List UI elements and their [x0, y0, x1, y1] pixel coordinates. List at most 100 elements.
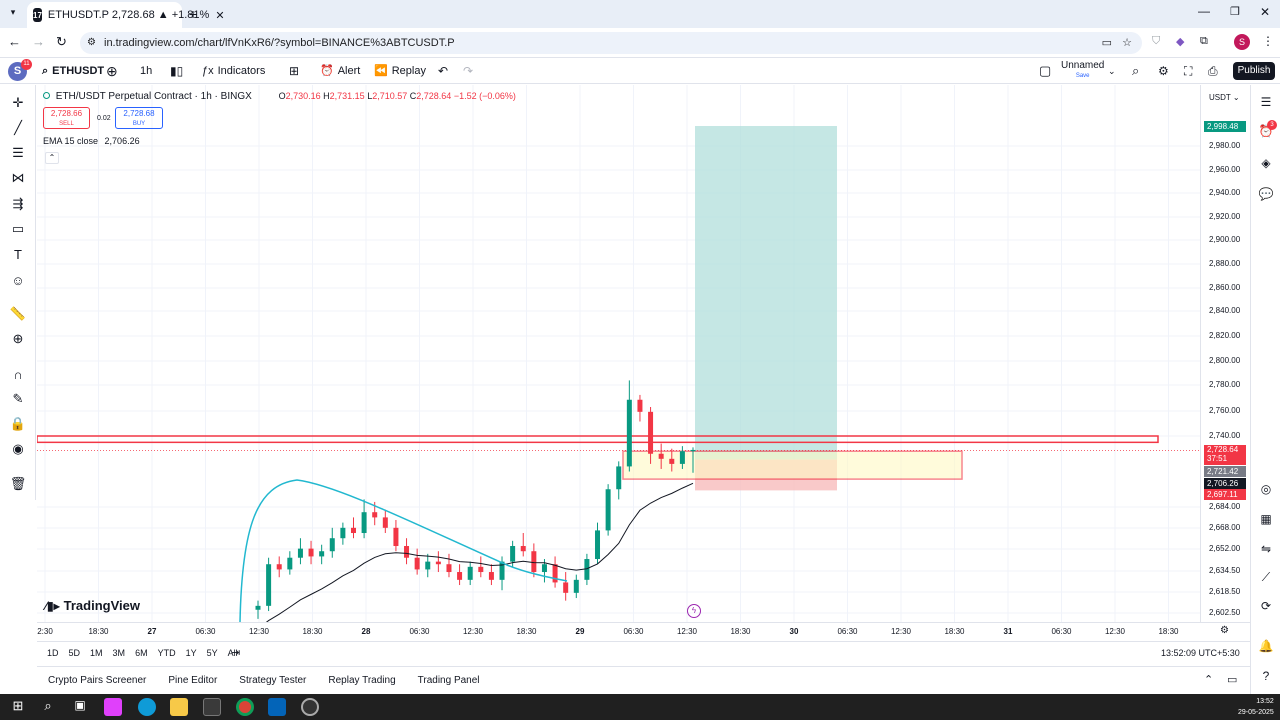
bottom-tab[interactable]: Pine Editor: [168, 675, 218, 686]
forecasting-tool-icon[interactable]: ⇶: [12, 196, 24, 211]
range-button-ytd[interactable]: YTD: [157, 648, 176, 658]
bottom-tab[interactable]: Trading Panel: [417, 675, 480, 686]
range-button-6m[interactable]: 6M: [135, 648, 148, 658]
profile-avatar[interactable]: S: [1234, 34, 1250, 50]
reload-icon[interactable]: ↻: [56, 34, 67, 49]
time-axis[interactable]: 2:30 18:30 27 06:30 12:30 18:30 28 06:30 12:30 18…: [37, 622, 1250, 640]
axis-settings-gear-icon[interactable]: ⚙: [1220, 625, 1229, 636]
undo-icon[interactable]: ↶: [438, 64, 449, 78]
price-axis[interactable]: USDT ⌄ 2,980.00 2,960.00 2,940.00 2,920.00 2…: [1200, 85, 1250, 622]
remove-drawings-trash-icon[interactable]: 🗑: [9, 476, 27, 491]
range-button-3m[interactable]: 3M: [112, 648, 126, 658]
install-app-icon[interactable]: ▭: [1101, 37, 1112, 49]
fib-retracement-icon[interactable]: ☰: [12, 145, 24, 160]
candles-chart-type-icon[interactable]: ▮▯: [170, 64, 184, 78]
price-chart[interactable]: [37, 85, 1200, 622]
collapse-legend-chevron-icon[interactable]: ⌃: [45, 152, 59, 164]
ema-legend[interactable]: EMA 15 close 2,706.26: [43, 136, 140, 146]
currency-selector[interactable]: USDT ⌄: [1209, 93, 1240, 102]
notifications-bell-icon[interactable]: 🔔: [1258, 639, 1274, 653]
file-explorer-icon[interactable]: [170, 698, 188, 716]
restore-icon[interactable]: ❐: [1230, 6, 1240, 18]
crosshair-icon[interactable]: ✛: [12, 95, 24, 110]
search-icon[interactable]: ⌕: [44, 698, 52, 713]
minimize-icon[interactable]: —: [1198, 4, 1210, 18]
url-input[interactable]: ⚙ in.tradingview.com/chart/lfVnKxR6/?sym…: [80, 32, 1142, 54]
task-view-icon[interactable]: ▣: [74, 698, 86, 712]
calendar-icon[interactable]: ▦: [1260, 512, 1272, 526]
range-button-5y[interactable]: 5Y: [206, 648, 218, 658]
pinned-app-icon[interactable]: [301, 698, 319, 716]
maximize-panel-icon[interactable]: ▭: [1227, 674, 1238, 686]
chart-pane[interactable]: ETH/USDT Perpetual Contract · 1h · BINGX…: [37, 85, 1200, 622]
tab-close-icon[interactable]: ✕: [215, 9, 225, 22]
redo-icon[interactable]: ↷: [463, 64, 474, 78]
layouts-grid-icon[interactable]: ⊞: [289, 64, 300, 78]
windows-start-icon[interactable]: ⊞: [12, 698, 24, 713]
fullscreen-icon[interactable]: ⛶: [1184, 64, 1193, 78]
pattern-tool-icon[interactable]: ⋈: [11, 170, 25, 185]
bookmark-star-icon[interactable]: ☆: [1122, 37, 1132, 49]
lightning-icon[interactable]: ϟ: [687, 604, 701, 618]
buy-button[interactable]: 2,728.68 BUY: [115, 107, 163, 129]
range-button-1y[interactable]: 1Y: [185, 648, 197, 658]
forward-icon[interactable]: →: [32, 34, 45, 49]
publish-button[interactable]: Publish: [1233, 62, 1275, 80]
camera-snapshot-icon[interactable]: ⎙: [1208, 64, 1218, 78]
interval-button[interactable]: 1h: [140, 62, 152, 80]
store-icon[interactable]: [203, 698, 221, 716]
replay-button[interactable]: ⏪ Replay: [374, 62, 426, 80]
range-button-1m[interactable]: 1M: [90, 648, 103, 658]
icons-emoji-icon[interactable]: ☺: [11, 272, 25, 288]
alert-button[interactable]: ⏰ Alert: [320, 62, 360, 80]
extensions-puzzle-icon[interactable]: ⧉: [1200, 35, 1208, 47]
watchlist-icon[interactable]: ☰: [1260, 95, 1272, 109]
bottom-tab[interactable]: Strategy Tester: [239, 675, 307, 686]
target-icon[interactable]: ◎: [1260, 482, 1272, 496]
broadcast-icon[interactable]: ⟳: [1260, 599, 1272, 613]
tab-list-icon[interactable]: ▾: [10, 7, 16, 17]
shield-extension-icon[interactable]: ⛉: [1152, 35, 1161, 47]
back-icon[interactable]: ←: [8, 34, 21, 49]
extension-icon[interactable]: ◆: [1176, 36, 1185, 48]
hide-drawings-eye-icon[interactable]: ◉: [12, 441, 24, 456]
collapse-panel-chevron-icon[interactable]: ⌃: [1204, 674, 1214, 686]
instrument-title[interactable]: ETH/USDT Perpetual Contract · 1h · BINGX: [55, 91, 252, 102]
bottom-tab[interactable]: Crypto Pairs Screener: [48, 675, 147, 686]
geometric-shapes-icon[interactable]: ▭: [11, 221, 25, 236]
browser-tab[interactable]: 17 ETHUSDT.P 2,728.68 ▲ +1.81% ✕: [27, 2, 225, 28]
symbol-search-button[interactable]: ⌕ ETHUSDT: [42, 62, 104, 80]
magnet-icon[interactable]: ∩: [13, 366, 23, 382]
sell-button[interactable]: 2,728.66 SELL: [43, 107, 90, 129]
settings-gear-icon[interactable]: ⚙: [1158, 64, 1169, 78]
browser-menu-icon[interactable]: ⋮: [1262, 34, 1274, 48]
layout-square-icon[interactable]: ▢: [1039, 63, 1052, 78]
clock-timezone[interactable]: 13:52:09 UTC+5:30: [1161, 648, 1240, 658]
site-info-icon[interactable]: ⚙: [87, 37, 96, 48]
chrome-icon[interactable]: [236, 698, 254, 716]
range-button-all[interactable]: All: [227, 648, 238, 658]
compare-symbol-icon[interactable]: ⊕: [106, 63, 118, 79]
ideas-icon[interactable]: ⇋: [1260, 542, 1272, 556]
object-tree-layers-icon[interactable]: ◈: [1261, 156, 1271, 170]
quick-search-icon[interactable]: ⌕: [1132, 63, 1140, 78]
outlook-icon[interactable]: [268, 698, 286, 716]
window-close-icon[interactable]: ✕: [1260, 5, 1271, 19]
measure-ruler-icon[interactable]: 📏: [9, 306, 27, 321]
text-tool-icon[interactable]: T: [14, 246, 22, 262]
go-to-date-icon[interactable]: ⇥: [231, 647, 241, 659]
bottom-tab[interactable]: Replay Trading: [328, 675, 396, 686]
layout-chevron-down-icon[interactable]: ⌄: [1108, 66, 1116, 76]
range-button-1d[interactable]: 1D: [47, 648, 59, 658]
widgets-icon[interactable]: [104, 698, 122, 716]
chart-stream-icon[interactable]: ⟋: [1261, 569, 1271, 584]
stay-drawing-mode-icon[interactable]: ✎: [12, 391, 24, 406]
edge-icon[interactable]: [138, 698, 156, 716]
indicators-button[interactable]: ƒx Indicators: [202, 62, 265, 80]
zoom-in-icon[interactable]: ⊕: [12, 331, 24, 346]
new-tab-icon[interactable]: +: [189, 6, 198, 22]
help-icon[interactable]: ?: [1262, 669, 1270, 683]
range-button-5d[interactable]: 5D: [68, 648, 81, 658]
chat-icon[interactable]: 💬: [1258, 187, 1274, 201]
taskbar-clock[interactable]: 13:52 29-05-2025: [1238, 696, 1274, 718]
